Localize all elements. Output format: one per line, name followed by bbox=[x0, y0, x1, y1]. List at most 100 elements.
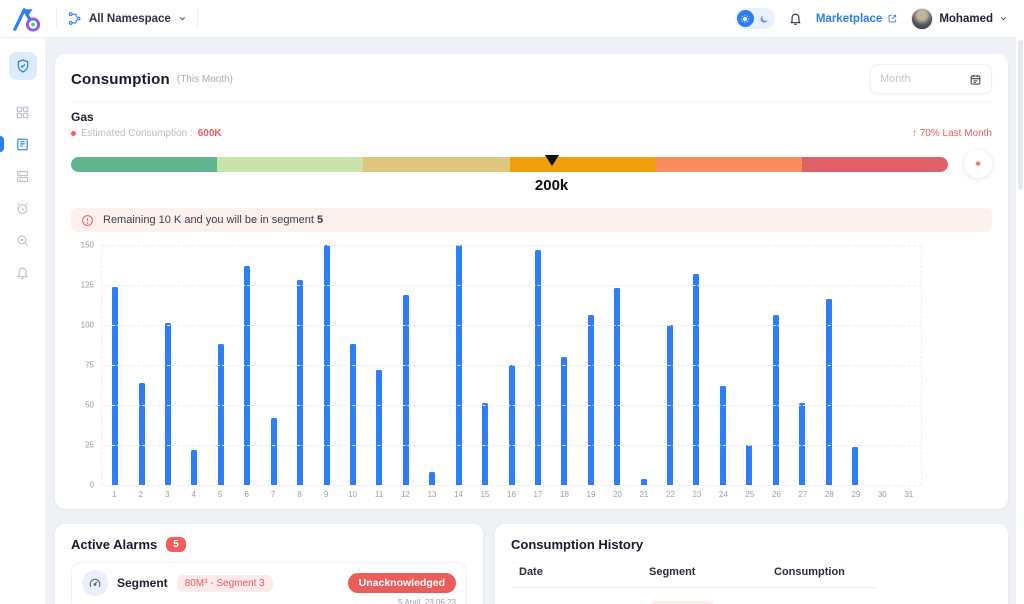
bar-day-12 bbox=[402, 294, 409, 485]
bar-slot-day-24 bbox=[710, 245, 736, 485]
consumption-history-card: Consumption History Date Segment Consump… bbox=[495, 524, 1008, 604]
segment-alert-banner: Remaining 10 K and you will be in segmen… bbox=[71, 208, 992, 232]
segment-scale-row: 200k ✷ bbox=[71, 150, 992, 194]
bar-day-3 bbox=[165, 323, 172, 485]
red-dot-icon bbox=[71, 131, 76, 136]
bar-day-1 bbox=[112, 286, 119, 485]
calendar-icon bbox=[969, 73, 982, 86]
bar-slot-day-12 bbox=[393, 245, 419, 485]
bar-slot-day-11 bbox=[366, 245, 392, 485]
x-axis-label: 8 bbox=[297, 490, 302, 499]
history-table-header: Date Segment Consumption bbox=[511, 566, 877, 588]
external-link-icon bbox=[888, 14, 897, 23]
app-logo[interactable] bbox=[8, 6, 46, 32]
x-axis-label: 30 bbox=[877, 490, 887, 499]
search-audit-icon bbox=[15, 233, 30, 248]
x-axis-label: 27 bbox=[798, 490, 808, 499]
bar-slot-day-7 bbox=[261, 245, 287, 485]
bar-day-23 bbox=[693, 273, 700, 485]
active-alarms-card: Active Alarms 5 Segment 80M³ - Segment 3 U… bbox=[55, 524, 483, 604]
bar-slot-day-20 bbox=[604, 245, 630, 485]
user-menu[interactable]: Mohamed bbox=[911, 7, 1008, 30]
y-axis-tick: 25 bbox=[85, 440, 94, 450]
y-axis-tick: 50 bbox=[85, 400, 94, 410]
chart-plot-area bbox=[101, 245, 922, 486]
history-table: Date Segment Consumption April, 2023Segm… bbox=[511, 566, 877, 604]
bottom-row: Active Alarms 5 Segment 80M³ - Segment 3 U… bbox=[55, 524, 1008, 604]
x-axis-label: 24 bbox=[718, 490, 728, 499]
x-axis-label: 10 bbox=[348, 490, 358, 499]
segment-range-4 bbox=[509, 156, 656, 172]
page-scrollbar bbox=[1016, 0, 1024, 604]
x-axis-label: 26 bbox=[771, 490, 781, 499]
bell-icon bbox=[15, 265, 30, 280]
bar-slot-day-6 bbox=[234, 245, 260, 485]
bar-day-21 bbox=[640, 478, 647, 485]
sidebar-item-grid[interactable] bbox=[9, 98, 37, 126]
chevron-down-icon bbox=[178, 14, 187, 23]
moon-icon[interactable] bbox=[756, 10, 773, 27]
bar-slot-day-27 bbox=[789, 245, 815, 485]
consumption-card: Consumption (This Month) Gas bbox=[55, 54, 1008, 509]
bar-slot-day-2 bbox=[128, 245, 154, 485]
sidebar-item-bell[interactable] bbox=[9, 258, 37, 286]
namespace-selector[interactable]: All Namespace bbox=[67, 11, 187, 26]
bar-slot-day-16 bbox=[498, 245, 524, 485]
bar-day-25 bbox=[746, 445, 753, 485]
bar-day-11 bbox=[376, 369, 383, 485]
bar-slot-day-8 bbox=[287, 245, 313, 485]
month-picker[interactable] bbox=[870, 64, 992, 94]
bar-slot-day-26 bbox=[763, 245, 789, 485]
shield-icon bbox=[15, 58, 31, 74]
bar-slot-day-13 bbox=[419, 245, 445, 485]
scale-info-button[interactable]: ✷ bbox=[964, 150, 992, 178]
month-input[interactable] bbox=[880, 73, 963, 85]
y-axis-tick: 75 bbox=[85, 360, 94, 370]
username: Mohamed bbox=[939, 12, 993, 25]
bar-slot-day-4 bbox=[181, 245, 207, 485]
sidebar bbox=[0, 38, 45, 604]
alarm-item[interactable]: Segment 80M³ - Segment 3 Unacknowledged 5 A… bbox=[71, 562, 467, 604]
sun-icon[interactable] bbox=[736, 10, 754, 27]
sidebar-item-search-audit[interactable] bbox=[9, 226, 37, 254]
bar-day-28 bbox=[825, 299, 832, 485]
column-header-segment: Segment bbox=[649, 566, 696, 578]
notifications-button[interactable] bbox=[788, 11, 803, 26]
sidebar-item-shield[interactable] bbox=[8, 52, 37, 80]
bell-icon bbox=[790, 13, 801, 26]
x-axis-label: 5 bbox=[217, 490, 223, 499]
bar-slot-day-28 bbox=[815, 245, 841, 485]
x-axis-label: 17 bbox=[533, 490, 543, 499]
alarm-row: Segment 80M³ - Segment 3 Unacknowledged bbox=[82, 570, 456, 596]
sidebar-item-devices[interactable] bbox=[9, 162, 37, 190]
status-badge[interactable]: Unacknowledged bbox=[347, 573, 456, 593]
bar-day-17 bbox=[534, 249, 541, 485]
x-axis-label: 12 bbox=[401, 490, 411, 499]
x-axis-label: 3 bbox=[164, 490, 170, 499]
segment-range-2 bbox=[217, 156, 364, 172]
gridline bbox=[102, 405, 921, 406]
bar-day-13 bbox=[429, 472, 436, 485]
gridline bbox=[102, 485, 921, 486]
y-axis-tick: 0 bbox=[89, 480, 94, 490]
bar-day-8 bbox=[297, 280, 304, 485]
history-segment-pill: Segment 4 bbox=[649, 601, 716, 604]
navbar-right: Marketplace Mohamed bbox=[734, 7, 1008, 30]
bar-day-19 bbox=[587, 315, 594, 485]
scrollbar-thumb[interactable] bbox=[1018, 40, 1023, 190]
alert-circle-icon bbox=[81, 214, 94, 227]
active-indicator bbox=[0, 136, 4, 152]
sidebar-item-alarm-clock[interactable] bbox=[9, 194, 37, 222]
x-axis-label: 6 bbox=[244, 490, 249, 499]
navbar-divider bbox=[56, 8, 57, 29]
page-subtitle: (This Month) bbox=[176, 73, 233, 85]
gridline bbox=[102, 245, 921, 246]
namespace-icon bbox=[67, 11, 82, 26]
sidebar-item-meter[interactable] bbox=[0, 130, 37, 158]
segment-range-3 bbox=[363, 156, 510, 172]
bar-slot-day-3 bbox=[155, 245, 181, 485]
marketplace-link[interactable]: Marketplace bbox=[816, 13, 898, 25]
x-axis-label: 28 bbox=[824, 490, 834, 499]
gridline bbox=[102, 325, 921, 326]
theme-toggle[interactable] bbox=[734, 8, 775, 29]
